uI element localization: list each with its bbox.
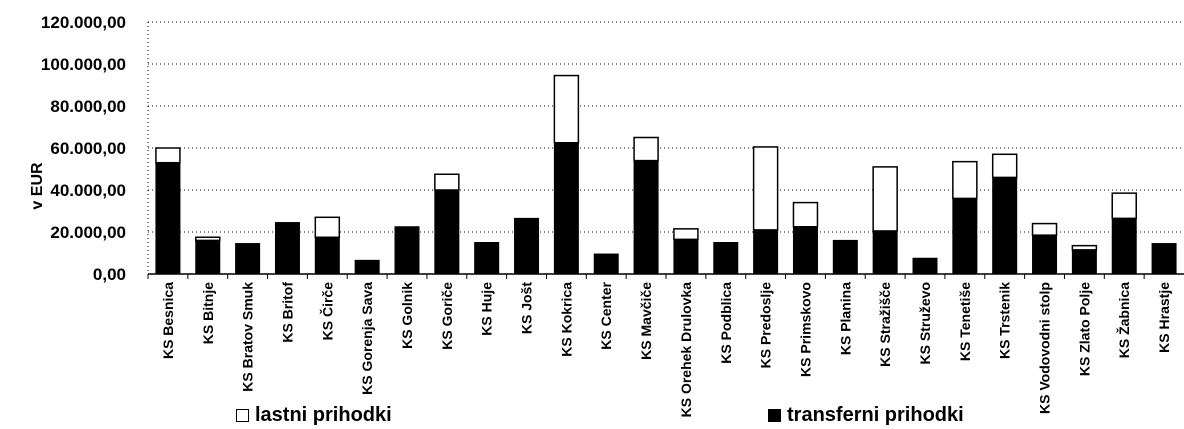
x-tick-label: KS Planina	[837, 282, 853, 355]
bar-transfer	[1032, 234, 1058, 275]
x-tick-label: KS Goriče	[439, 282, 455, 350]
x-tick-label: KS Čirče	[318, 282, 335, 341]
legend-swatch-transfer	[768, 409, 781, 422]
bar-transfer	[155, 162, 181, 275]
y-tick-label: 80.000,00	[50, 97, 126, 116]
bar-transfer	[514, 217, 540, 275]
x-tick-label: KS Mavčiče	[638, 282, 654, 360]
bar-transfer	[1111, 217, 1137, 275]
bar-own	[872, 166, 898, 232]
bar-transfer	[195, 239, 221, 275]
bar-transfer	[593, 253, 619, 275]
legend-label-transfer: transferni prihodki	[787, 404, 964, 426]
x-tick-label: KS Žabnica	[1115, 282, 1132, 358]
bar-transfer	[553, 142, 579, 275]
bar-transfer	[792, 226, 818, 275]
bar-own	[792, 201, 819, 228]
x-tick-label: KS Britof	[279, 282, 295, 343]
bar-transfer	[992, 176, 1018, 275]
bar-own	[1111, 192, 1137, 220]
bar-own	[633, 136, 659, 162]
y-axis-label: v EUR	[29, 162, 46, 210]
x-tick-label: KS Hrastje	[1156, 282, 1172, 353]
bar-transfer	[633, 160, 659, 275]
x-tick-label: KS Besnica	[160, 282, 176, 359]
x-tick-label: KS Kokrica	[558, 282, 574, 357]
bar-own	[991, 153, 1018, 179]
x-tick-label: KS Gorenja Sava	[359, 282, 375, 395]
bar-own	[952, 160, 978, 200]
bar-transfer	[912, 257, 938, 275]
x-tick-label: KS Orehek Drulovka	[678, 282, 694, 418]
x-tick-label: KS Center	[598, 281, 614, 349]
legend-swatch-own	[236, 409, 249, 422]
x-tick-label: KS Trstenik	[997, 282, 1013, 359]
x-tick-label: KS Bitnje	[200, 282, 216, 344]
y-tick-label: 0,00	[93, 265, 126, 284]
x-tick-label: KS Vodovodni stolp	[1037, 282, 1053, 414]
bar-transfer	[474, 242, 500, 275]
legend-item-transfer: transferni prihodki	[768, 404, 964, 427]
bar-own	[434, 173, 460, 191]
bar-transfer	[235, 243, 261, 275]
x-tick-label: KS Huje	[479, 282, 495, 336]
bar-own	[673, 228, 699, 241]
y-tick-label: 20.000,00	[50, 223, 126, 242]
bar-transfer	[872, 230, 898, 275]
x-tick-label: KS Struževo	[917, 282, 933, 364]
y-tick-label: 40.000,00	[50, 181, 126, 200]
bar-transfer	[1151, 243, 1177, 275]
bar-transfer	[314, 236, 340, 275]
x-tick-label: KS Zlato Polje	[1076, 282, 1092, 376]
x-tick-label: KS Podblica	[718, 282, 734, 364]
bar-transfer	[274, 222, 300, 275]
legend-label-own: lastni prihodki	[255, 404, 392, 426]
y-tick-label: 100.000,00	[41, 55, 126, 74]
x-tick-label: KS Stražišče	[877, 282, 893, 367]
bar-own	[155, 147, 181, 164]
x-tick-label: KS Jošt	[519, 282, 535, 334]
bar-own	[1031, 222, 1058, 236]
x-tick-label: KS Primskovo	[797, 282, 813, 377]
y-tick-label: 60.000,00	[50, 139, 126, 158]
x-tick-label: KS Bratov Smuk	[240, 282, 256, 392]
y-tick-label: 120.000,00	[41, 13, 126, 32]
bar-transfer	[434, 189, 460, 275]
bar-transfer	[354, 259, 380, 275]
bar-own	[195, 236, 221, 242]
bar-transfer	[952, 197, 978, 275]
bar-transfer	[753, 229, 779, 275]
bar-own	[1071, 244, 1098, 251]
x-tick-label: KS Golnik	[399, 282, 415, 349]
x-tick-label: KS Tenetiše	[957, 282, 973, 361]
x-tick-label: KS Predoslje	[758, 282, 774, 369]
bar-own	[314, 216, 341, 239]
bar-transfer	[394, 226, 420, 275]
bar-transfer	[713, 242, 739, 275]
bar-own	[553, 74, 580, 144]
bar-transfer	[673, 238, 699, 275]
bar-transfer	[832, 239, 858, 275]
legend-item-own: lastni prihodki	[236, 404, 392, 427]
bar-own	[752, 146, 779, 231]
bar-transfer	[1071, 249, 1097, 275]
